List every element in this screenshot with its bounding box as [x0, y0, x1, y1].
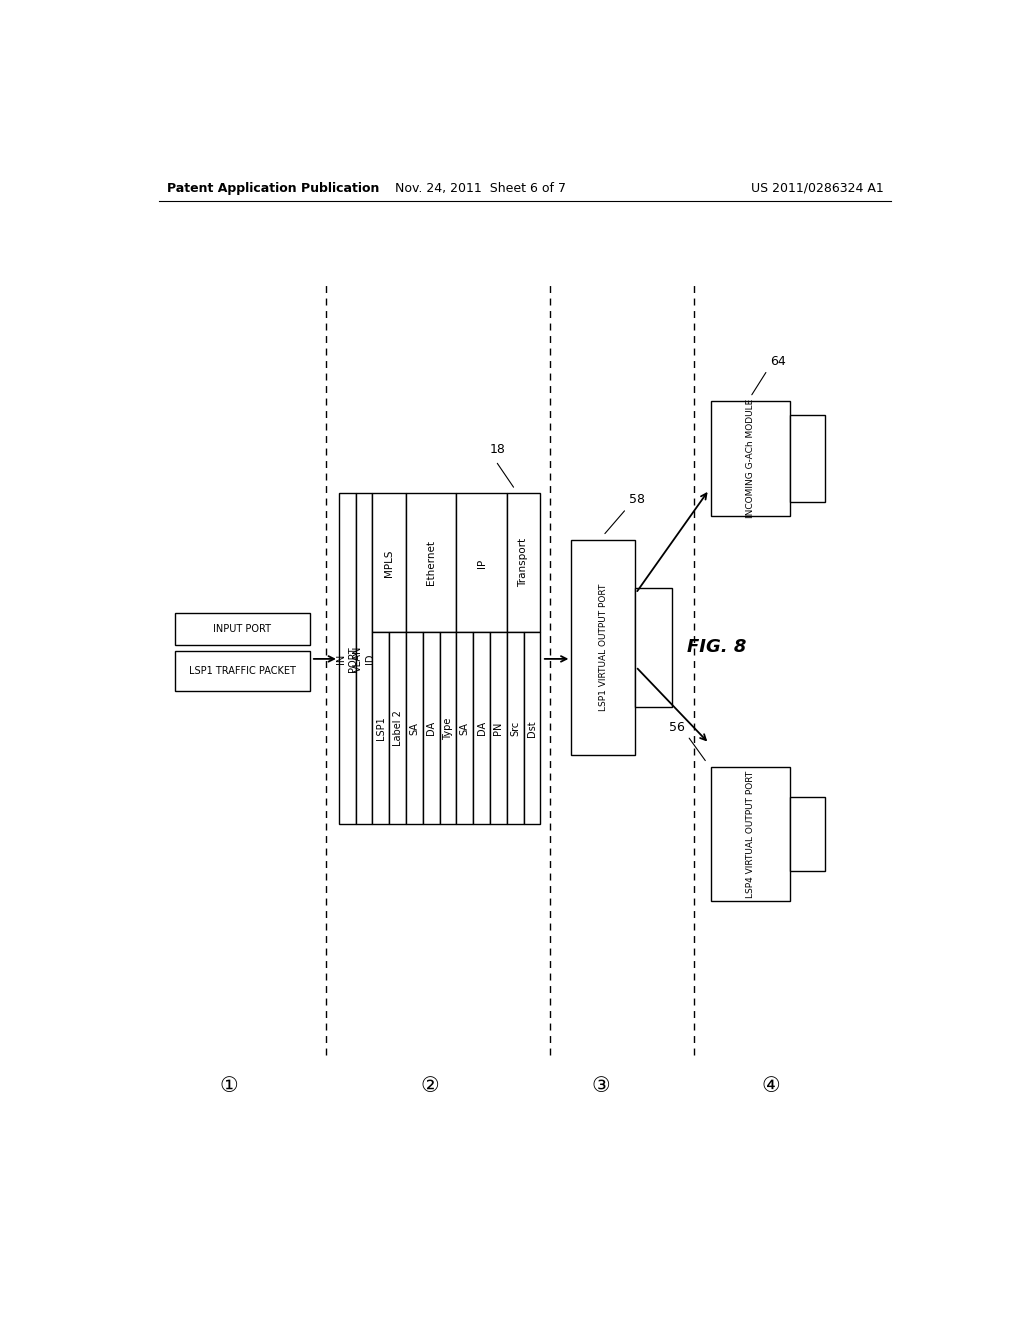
Text: INCOMING G-ACh MODULE: INCOMING G-ACh MODULE — [745, 399, 755, 519]
Text: 64: 64 — [770, 355, 785, 368]
Text: DA: DA — [426, 721, 436, 735]
Bar — [489, 632, 507, 825]
Bar — [439, 632, 457, 825]
Text: 58: 58 — [629, 494, 645, 507]
Text: INPUT PORT: INPUT PORT — [213, 624, 271, 634]
Bar — [507, 494, 541, 632]
Text: LSP1 TRAFFIC PACKET: LSP1 TRAFFIC PACKET — [188, 667, 296, 676]
Bar — [635, 589, 672, 706]
Bar — [339, 494, 355, 825]
Bar — [790, 797, 824, 871]
Bar — [406, 632, 423, 825]
Text: IN
PORT: IN PORT — [337, 645, 358, 672]
Text: DA: DA — [476, 721, 486, 735]
Text: US 2011/0286324 A1: US 2011/0286324 A1 — [751, 182, 884, 194]
Bar — [790, 416, 824, 502]
Text: 56: 56 — [670, 721, 685, 734]
Bar — [355, 494, 373, 825]
Text: Patent Application Publication: Patent Application Publication — [167, 182, 379, 194]
Bar — [373, 632, 389, 825]
Bar — [406, 494, 457, 632]
Bar — [473, 632, 489, 825]
Text: SA: SA — [460, 722, 470, 735]
Bar — [457, 632, 473, 825]
Text: MPLS: MPLS — [384, 549, 394, 577]
Bar — [174, 651, 310, 692]
Bar — [174, 612, 310, 645]
Text: Ethernet: Ethernet — [426, 540, 436, 585]
Text: Dst: Dst — [527, 721, 537, 737]
Bar — [507, 632, 523, 825]
Bar — [523, 632, 541, 825]
Bar — [389, 632, 406, 825]
Text: SA: SA — [410, 722, 420, 735]
Text: LSP1 VIRTUAL OUTPUT PORT: LSP1 VIRTUAL OUTPUT PORT — [599, 583, 607, 711]
Text: ①: ① — [219, 1076, 239, 1096]
Text: VLAN
ID: VLAN ID — [353, 645, 375, 672]
Text: Transport: Transport — [518, 539, 528, 587]
Text: LSP4 VIRTUAL OUTPUT PORT: LSP4 VIRTUAL OUTPUT PORT — [745, 771, 755, 898]
Text: ②: ② — [421, 1076, 439, 1096]
Text: Nov. 24, 2011  Sheet 6 of 7: Nov. 24, 2011 Sheet 6 of 7 — [395, 182, 566, 194]
Text: IP: IP — [476, 558, 486, 568]
Text: PN: PN — [494, 722, 504, 735]
Text: Label 2: Label 2 — [392, 710, 402, 746]
Text: Src: Src — [510, 721, 520, 737]
Text: FIG. 8: FIG. 8 — [687, 639, 746, 656]
Text: LSP1: LSP1 — [376, 717, 386, 741]
Text: ④: ④ — [762, 1076, 780, 1096]
Bar — [571, 540, 635, 755]
Bar — [423, 632, 439, 825]
Text: ③: ③ — [592, 1076, 610, 1096]
Bar — [457, 494, 507, 632]
Text: Type: Type — [443, 717, 453, 739]
Bar — [711, 401, 790, 516]
Text: 18: 18 — [490, 444, 506, 457]
Bar — [373, 494, 406, 632]
Bar — [711, 767, 790, 902]
